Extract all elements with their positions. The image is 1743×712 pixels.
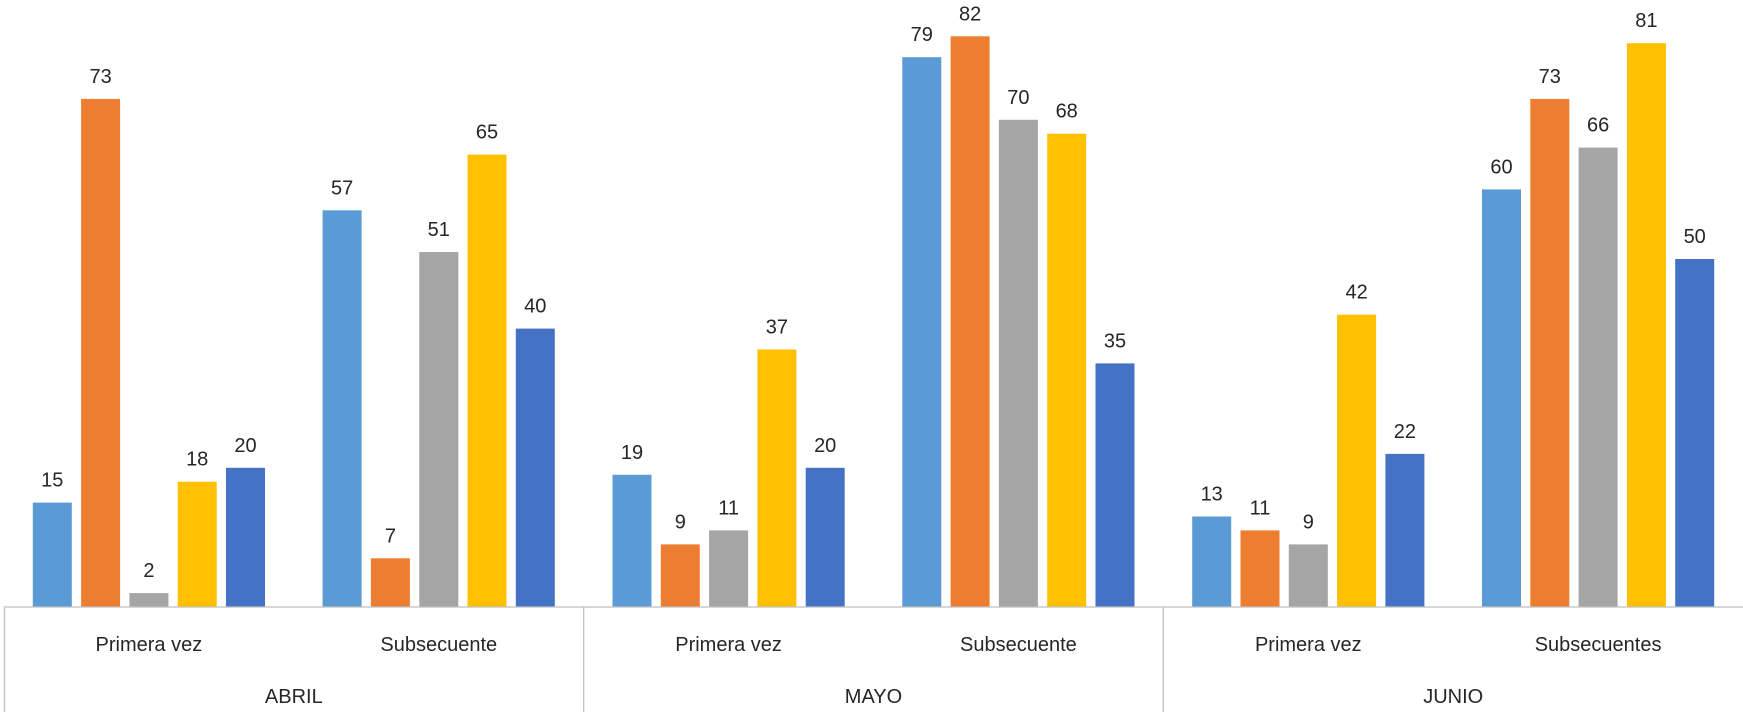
category-tick-label: Subsecuente: [380, 634, 497, 656]
data-label: 51: [428, 219, 450, 241]
data-label: 57: [331, 177, 353, 199]
bar-series-4-cat-6: [1626, 43, 1666, 607]
data-label: 73: [89, 66, 111, 88]
category-tick-label: Subsecuentes: [1535, 634, 1662, 656]
bar-series-4-cat-3: [757, 349, 797, 607]
data-label: 22: [1394, 421, 1416, 443]
bar-series-1-cat-2: [322, 210, 362, 608]
data-label: 79: [911, 24, 933, 46]
data-label: 65: [476, 122, 498, 144]
bar-series-2-cat-6: [1530, 98, 1570, 608]
data-label: 7: [385, 525, 396, 547]
group-label: MAYO: [845, 686, 902, 708]
bar-series-1-cat-3: [612, 474, 652, 607]
data-label: 70: [1007, 87, 1029, 109]
bar-series-5-cat-4: [1095, 363, 1135, 607]
value-labels-layer: 15 73 2 18 20 57 7 51 65 40 19 9 11 37 20 79 82 70 68 35 13 1…: [41, 3, 1706, 582]
data-label: 11: [718, 497, 739, 519]
bar-series-5-cat-3: [805, 467, 845, 607]
data-label: 37: [766, 317, 788, 339]
bar-series-5-cat-1: [226, 467, 265, 607]
bar-series-4-cat-5: [1337, 314, 1377, 607]
category-tick-label: Primera vez: [96, 634, 203, 656]
bar-series-2-cat-5: [1240, 530, 1280, 607]
bar-series-4-cat-1: [177, 481, 217, 607]
bar-series-5-cat-6: [1675, 259, 1715, 607]
bar-series-2-cat-4: [950, 36, 990, 608]
data-label: 9: [675, 511, 686, 533]
data-label: 13: [1201, 484, 1223, 506]
bar-series-2-cat-2: [370, 558, 410, 607]
data-label: 11: [1250, 497, 1271, 519]
bar-series-1-cat-5: [1192, 516, 1232, 607]
bar-series-3-cat-6: [1578, 147, 1618, 607]
data-label: 35: [1104, 330, 1126, 352]
data-label: 50: [1684, 226, 1706, 248]
bar-series-3-cat-5: [1288, 544, 1328, 607]
data-label: 20: [814, 435, 836, 457]
category-tick-label: Subsecuente: [960, 634, 1077, 656]
bar-series-3-cat-3: [709, 530, 749, 607]
bar-series-1-cat-6: [1482, 189, 1521, 607]
bar-series-4-cat-4: [1047, 133, 1087, 607]
bar-series-2-cat-3: [660, 544, 700, 607]
bars-layer: [32, 36, 1715, 608]
category-tick-label: Primera vez: [1255, 634, 1362, 656]
data-label: 68: [1056, 101, 1078, 123]
data-label: 81: [1635, 10, 1657, 32]
data-label: 73: [1539, 66, 1561, 88]
bar-series-1-cat-4: [902, 57, 942, 607]
group-label: ABRIL: [265, 686, 323, 708]
bar-series-1-cat-1: [32, 502, 72, 607]
data-label: 42: [1345, 282, 1367, 304]
data-label: 40: [524, 296, 546, 318]
data-label: 2: [143, 560, 154, 582]
bar-series-3-cat-2: [419, 252, 459, 607]
data-label: 19: [621, 442, 643, 464]
bar-series-2-cat-1: [81, 98, 121, 608]
data-label: 18: [186, 449, 208, 471]
bar-series-5-cat-5: [1385, 453, 1425, 607]
bar-series-5-cat-2: [515, 328, 555, 607]
category-axis: Primera vez Subsecuente ABRIL Primera vez Su…: [3, 606, 1743, 712]
bar-series-3-cat-4: [998, 119, 1038, 608]
data-label: 15: [41, 470, 63, 492]
data-label: 82: [959, 3, 981, 25]
data-label: 66: [1587, 115, 1609, 137]
data-label: 20: [234, 435, 256, 457]
bar-series-4-cat-2: [467, 154, 507, 607]
group-label: JUNIO: [1423, 686, 1483, 708]
bar-series-3-cat-1: [129, 593, 169, 607]
category-tick-label: Primera vez: [675, 634, 782, 656]
data-label: 9: [1303, 511, 1314, 533]
data-label: 60: [1490, 156, 1512, 178]
